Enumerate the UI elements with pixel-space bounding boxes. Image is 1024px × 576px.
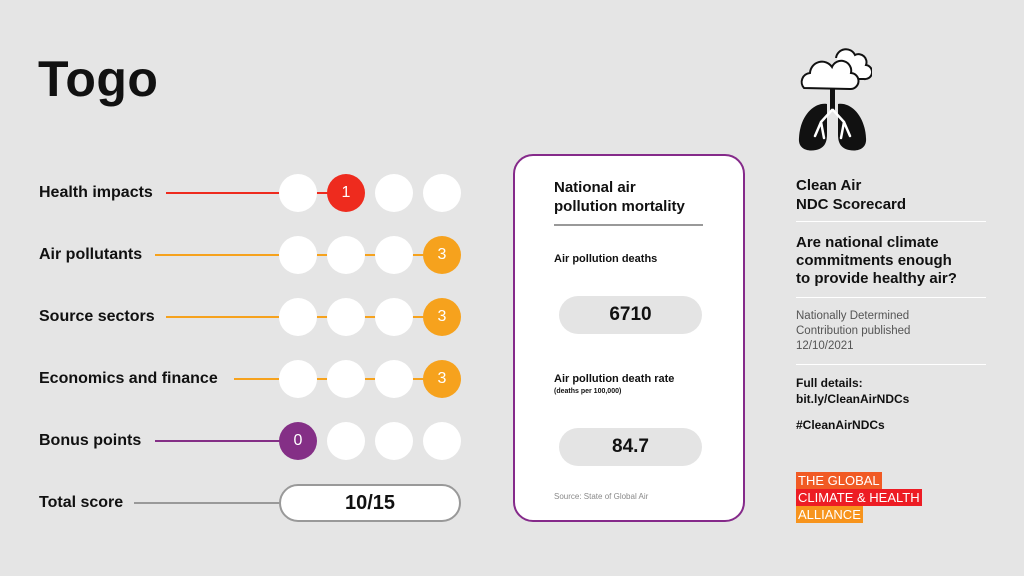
score-dot [327,236,365,274]
row-connector-line [155,440,299,442]
score-dot-filled: 0 [279,422,317,460]
side-divider [796,364,986,365]
scorecard-heading: Clean Air NDC Scorecard [796,177,907,213]
score-dot [327,422,365,460]
country-title: Togo [38,51,159,107]
row-label: Bonus points [39,432,142,449]
side-divider [796,297,986,298]
row-label: Economics and finance [39,370,218,387]
card-source: Source: State of Global Air [554,492,649,501]
score-dot [375,360,413,398]
score-dot [375,236,413,274]
score-row-bonus-points: 0 Bonus points [0,421,480,461]
total-score-row: Total score [0,483,480,523]
score-dot-filled: 3 [423,298,461,336]
score-dot [423,174,461,212]
card-divider [554,224,703,226]
score-dot [375,298,413,336]
card-title: National air pollution mortality [554,179,685,215]
death-rate-value: 84.7 [559,428,702,466]
full-details-link[interactable]: bit.ly/CleanAirNDCs [796,392,910,406]
cloud-lungs-icon [796,46,874,154]
total-score-value: 10/15 [279,484,461,522]
death-rate-note: (deaths per 100,000) [554,388,622,395]
side-divider [796,221,986,222]
row-label: Source sectors [39,308,155,325]
score-dot-filled: 1 [327,174,365,212]
deaths-value: 6710 [559,296,702,334]
gcha-logo: THE GLOBAL CLIMATE & HEALTH ALLIANCE [796,472,922,523]
score-dot-filled: 3 [423,360,461,398]
score-dot [279,360,317,398]
score-dot [327,298,365,336]
score-dot [279,174,317,212]
row-connector-line [134,502,280,504]
row-label: Air pollutants [39,246,143,263]
score-dot [327,360,365,398]
score-dot [375,422,413,460]
score-row-air-pollutants: 3 Air pollutants [0,235,480,275]
score-row-health-impacts: 1 Health impacts [0,173,480,213]
score-dot [279,298,317,336]
deaths-label: Air pollution deaths [554,253,658,265]
score-dot [423,422,461,460]
score-dot [279,236,317,274]
scorecard-question: Are national climate commitments enough … [796,234,957,287]
score-row-economics-finance: 3 Economics and finance [0,359,480,399]
mortality-card: National air pollution mortality Air pol… [513,154,745,522]
score-row-source-sectors: 3 Source sectors [0,297,480,337]
score-dot-filled: 3 [423,236,461,274]
ndc-published-info: Nationally Determined Contribution publi… [796,310,911,352]
row-label: Health impacts [39,184,153,201]
score-dot [375,174,413,212]
total-score-label: Total score [39,494,124,511]
row-connector-line [166,192,346,194]
hashtag: #CleanAirNDCs [796,418,885,432]
full-details: Full details: bit.ly/CleanAirNDCs [796,376,910,406]
death-rate-label: Air pollution death rate [554,373,675,385]
